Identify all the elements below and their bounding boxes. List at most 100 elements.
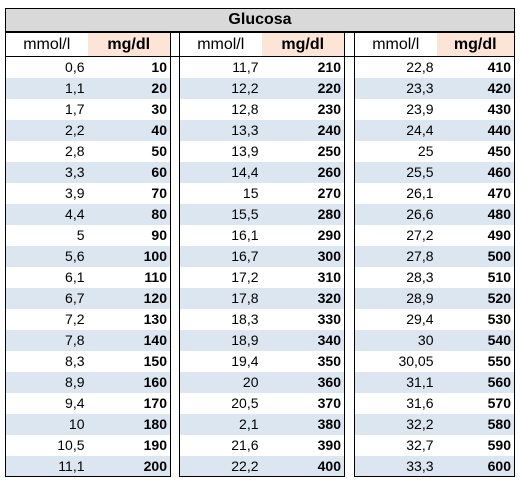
mgdl-cell: 180: [87, 413, 171, 435]
mgdl-cell: 30: [87, 98, 171, 120]
column-gap: [344, 434, 355, 456]
mgdl-cell: 570: [436, 392, 515, 414]
mmol-cell: 1,7: [5, 98, 88, 120]
mmol-cell: 0,6: [5, 56, 88, 78]
table-row: 1,1 20 12,2 220 23,3 420: [5, 77, 515, 99]
column-gap: [170, 98, 180, 120]
mmol-cell: 13,9: [179, 140, 262, 162]
mgdl-cell: 530: [436, 308, 515, 330]
mmol-cell: 2,2: [5, 119, 88, 141]
mmol-cell: 10,5: [5, 434, 88, 456]
mmol-cell: 31,6: [354, 392, 437, 414]
mmol-cell: 31,1: [354, 371, 437, 393]
mmol-cell: 7,2: [5, 308, 88, 330]
mmol-cell: 7,8: [5, 329, 88, 351]
table-row: 10,5 190 21,6 390 32,7 590: [5, 434, 515, 456]
mmol-cell: 21,6: [179, 434, 262, 456]
table-row: 2,2 40 13,3 240 24,4 440: [5, 119, 515, 141]
mmol-cell: 6,1: [5, 266, 88, 288]
mmol-cell: 18,3: [179, 308, 262, 330]
mgdl-cell: 470: [436, 182, 515, 204]
mmol-cell: 12,8: [179, 98, 262, 120]
column-gap: [170, 434, 180, 456]
header-mmol-1: mmol/l: [5, 32, 88, 57]
column-gap: [170, 32, 180, 57]
mmol-cell: 30,05: [354, 350, 437, 372]
column-gap: [170, 182, 180, 204]
mgdl-cell: 420: [436, 77, 515, 99]
mmol-cell: 9,4: [5, 392, 88, 414]
mgdl-cell: 310: [261, 266, 345, 288]
table-title: Glucosa: [5, 8, 515, 32]
column-gap: [170, 392, 180, 414]
mgdl-cell: 560: [436, 371, 515, 393]
mmol-cell: 5: [5, 224, 88, 246]
table-row: 3,9 70 15 270 26,1 470: [5, 182, 515, 204]
mmol-cell: 2,8: [5, 140, 88, 162]
mgdl-cell: 390: [261, 434, 345, 456]
mgdl-cell: 70: [87, 182, 171, 204]
mmol-cell: 28,9: [354, 287, 437, 309]
table-row: 5 90 16,1 290 27,2 490: [5, 224, 515, 246]
mmol-cell: 19,4: [179, 350, 262, 372]
mmol-cell: 33,3: [354, 455, 437, 477]
table-row: 8,9 160 20 360 31,1 560: [5, 371, 515, 393]
mgdl-cell: 200: [87, 455, 171, 477]
header-mgdl-3: mg/dl: [436, 32, 515, 57]
column-gap: [344, 119, 355, 141]
column-gap: [344, 245, 355, 267]
mmol-cell: 28,3: [354, 266, 437, 288]
mgdl-cell: 160: [87, 371, 171, 393]
mgdl-cell: 340: [261, 329, 345, 351]
table-row: 6,7 120 17,8 320 28,9 520: [5, 287, 515, 309]
column-gap: [170, 77, 180, 99]
column-gap: [344, 56, 355, 78]
mgdl-cell: 90: [87, 224, 171, 246]
column-gap: [344, 161, 355, 183]
mgdl-cell: 580: [436, 413, 515, 435]
header-mgdl-1: mg/dl: [87, 32, 171, 57]
column-gap: [170, 350, 180, 372]
column-gap: [344, 140, 355, 162]
mgdl-cell: 500: [436, 245, 515, 267]
mgdl-cell: 250: [261, 140, 345, 162]
table-row: 7,2 130 18,3 330 29,4 530: [5, 308, 515, 330]
mgdl-cell: 510: [436, 266, 515, 288]
mgdl-cell: 50: [87, 140, 171, 162]
column-gap: [170, 287, 180, 309]
mgdl-cell: 40: [87, 119, 171, 141]
mgdl-cell: 540: [436, 329, 515, 351]
mmol-cell: 29,4: [354, 308, 437, 330]
glucose-conversion-table: mmol/l mg/dl mmol/l mg/dl mmol/l mg/dl 0…: [5, 32, 515, 477]
column-gap: [344, 455, 355, 477]
mgdl-cell: 60: [87, 161, 171, 183]
column-gap: [170, 56, 180, 78]
mgdl-cell: 370: [261, 392, 345, 414]
column-gap: [344, 371, 355, 393]
mgdl-cell: 400: [261, 455, 345, 477]
mmol-cell: 8,3: [5, 350, 88, 372]
header-row: mmol/l mg/dl mmol/l mg/dl mmol/l mg/dl: [5, 32, 515, 57]
mgdl-cell: 440: [436, 119, 515, 141]
mmol-cell: 10: [5, 413, 88, 435]
column-gap: [344, 308, 355, 330]
mgdl-cell: 360: [261, 371, 345, 393]
mgdl-cell: 20: [87, 77, 171, 99]
mmol-cell: 20: [179, 371, 262, 393]
mgdl-cell: 350: [261, 350, 345, 372]
table-row: 8,3 150 19,4 350 30,05 550: [5, 350, 515, 372]
mmol-cell: 32,7: [354, 434, 437, 456]
mmol-cell: 11,7: [179, 56, 262, 78]
mgdl-cell: 100: [87, 245, 171, 267]
mgdl-cell: 220: [261, 77, 345, 99]
mmol-cell: 3,9: [5, 182, 88, 204]
mgdl-cell: 150: [87, 350, 171, 372]
mgdl-cell: 590: [436, 434, 515, 456]
mmol-cell: 5,6: [5, 245, 88, 267]
mgdl-cell: 380: [261, 413, 345, 435]
mgdl-cell: 170: [87, 392, 171, 414]
mmol-cell: 1,1: [5, 77, 88, 99]
table-row: 3,3 60 14,4 260 25,5 460: [5, 161, 515, 183]
mmol-cell: 17,8: [179, 287, 262, 309]
table-row: 9,4 170 20,5 370 31,6 570: [5, 392, 515, 414]
